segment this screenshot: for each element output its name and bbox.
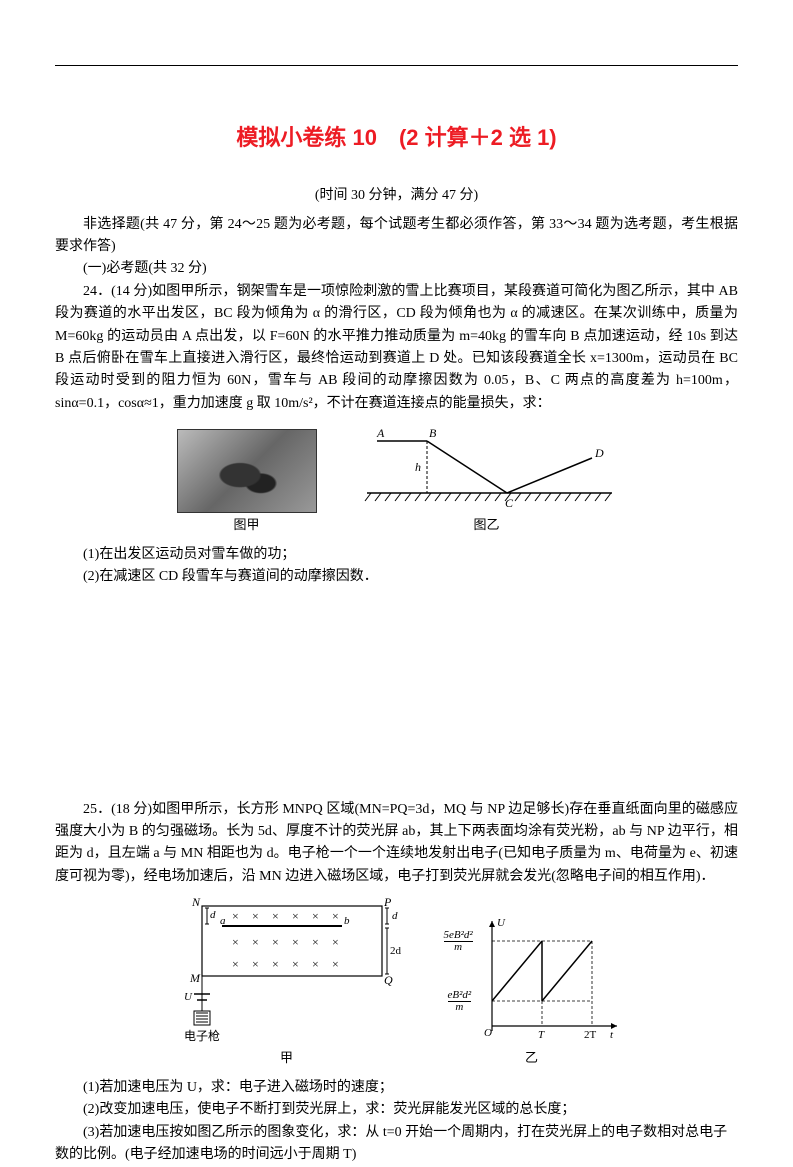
q25-fig-right-caption: 乙 [442, 1048, 622, 1069]
label-D: D [594, 446, 604, 460]
svg-text:×: × [232, 957, 239, 971]
q25-fig-right: O T 2T t U 5eB²d²m eB²d²m 乙 [442, 916, 622, 1069]
svg-text:×: × [332, 935, 339, 949]
svg-text:×: × [272, 935, 279, 949]
svg-text:×: × [312, 935, 319, 949]
label-gun: 电子枪 [184, 1028, 220, 1043]
label-N: N [191, 896, 201, 909]
q25-figures: × × × × × × × × × × × × × × × × × × N P M [55, 896, 738, 1069]
label-T: T [538, 1029, 545, 1041]
q25-fig-left: × × × × × × × × × × × × × × × × × × N P M [172, 896, 402, 1069]
q25-sub3: (3)若加速电压按如图乙所示的图象变化，求：从 t=0 开始一个周期内，打在荧光… [55, 1122, 738, 1167]
svg-text:×: × [252, 909, 259, 923]
label-y1: 5eB²d²m [444, 930, 473, 953]
label-U: U [184, 991, 193, 1003]
svg-text:×: × [272, 957, 279, 971]
svg-text:×: × [292, 957, 299, 971]
q24-fig-left-caption: 图甲 [177, 515, 317, 536]
label-B: B [429, 426, 437, 440]
label-h: h [415, 460, 421, 474]
q24-sub1: (1)在出发区运动员对雪车做的功； [55, 544, 738, 566]
label-a: a [220, 915, 226, 927]
answer-gap [55, 589, 738, 799]
q24-fig-right-caption: 图乙 [357, 515, 617, 536]
q24-body: 24．(14 分)如图甲所示，钢架雪车是一项惊险刺激的雪上比赛项目，某段赛道可简… [55, 281, 738, 415]
svg-text:×: × [252, 935, 259, 949]
svg-text:×: × [292, 935, 299, 949]
label-P: P [383, 896, 392, 909]
q25-diagram-left: × × × × × × × × × × × × × × × × × × N P M [172, 896, 402, 1046]
svg-text:×: × [252, 957, 259, 971]
section-1-label: (一)必考题(共 32 分) [55, 258, 738, 280]
page-title: 模拟小卷练 10 (2 计算＋2 选 1) [55, 120, 738, 155]
svg-text:×: × [312, 909, 319, 923]
q24-fig-left: 图甲 [177, 429, 317, 536]
svg-text:×: × [312, 957, 319, 971]
q25-fig-left-caption: 甲 [172, 1048, 402, 1069]
label-2d: 2d [390, 945, 402, 957]
label-M: M [189, 971, 201, 985]
label-Q: Q [384, 973, 393, 987]
q24-fig-right: A B C D h 图乙 [357, 423, 617, 536]
q25-sub1: (1)若加速电压为 U，求：电子进入磁场时的速度； [55, 1077, 738, 1099]
label-O: O [484, 1027, 492, 1039]
label-d1: d [210, 909, 216, 921]
svg-text:×: × [232, 909, 239, 923]
intro-text: 非选择题(共 47 分，第 24～25 题为必考题，每个试题考生都必须作答，第 … [55, 214, 738, 259]
label-b: b [344, 915, 350, 927]
q24-sub2: (2)在减速区 CD 段雪车与赛道间的动摩擦因数． [55, 566, 738, 588]
q24-figures: 图甲 A B [55, 423, 738, 536]
subtitle: (时间 30 分钟，满分 47 分) [55, 185, 738, 207]
top-rule [55, 65, 738, 66]
skeleton-photo [177, 429, 317, 513]
label-t: t [610, 1029, 614, 1041]
label-d2: d [392, 910, 398, 922]
svg-text:×: × [232, 935, 239, 949]
svg-text:×: × [272, 909, 279, 923]
q25-sub2: (2)改变加速电压，使电子不断打到荧光屏上，求：荧光屏能发光区域的总长度； [55, 1099, 738, 1121]
label-Uy: U [497, 917, 506, 929]
q25-body: 25．(18 分)如图甲所示，长方形 MNPQ 区域(MN=PQ=3d，MQ 与… [55, 799, 738, 889]
label-A: A [376, 426, 385, 440]
q24-diagram: A B C D h [357, 423, 617, 513]
svg-text:×: × [292, 909, 299, 923]
label-y2: eB²d²m [448, 990, 472, 1013]
svg-text:×: × [332, 957, 339, 971]
svg-text:×: × [332, 909, 339, 923]
label-C: C [505, 496, 514, 510]
label-2T: 2T [584, 1029, 597, 1041]
